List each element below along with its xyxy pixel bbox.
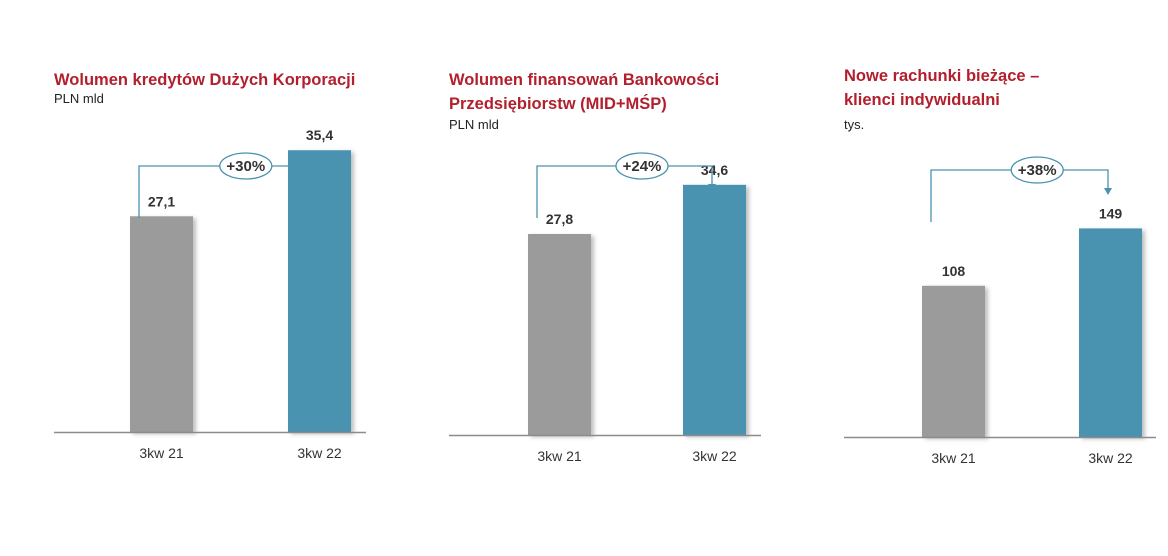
bar-2 xyxy=(288,150,351,432)
category-label-2: 3kw 22 xyxy=(1088,450,1133,466)
chart-unit: tys. xyxy=(844,117,865,132)
category-label-1: 3kw 21 xyxy=(931,450,976,466)
chart-unit: PLN mld xyxy=(54,91,104,106)
change-label: +38% xyxy=(1018,162,1057,179)
chart-unit: PLN mld xyxy=(449,117,499,132)
chart-title-line-1: Wolumen finansowań Bankowości xyxy=(449,71,720,89)
bar-1 xyxy=(528,234,591,435)
bar-chart: 27,8 3kw 21 34,6 3kw 22 +24% xyxy=(449,152,761,464)
category-label-2: 3kw 22 xyxy=(692,448,737,464)
value-label-2: 35,4 xyxy=(306,127,333,143)
chart-title-line-1: Wolumen kredytów Dużych Korporacji xyxy=(54,71,356,89)
chart-panel-3: Nowe rachunki bieżące – klienci indywidu… xyxy=(844,0,1168,556)
bar-2 xyxy=(1079,228,1142,437)
chart-panel-2: Wolumen finansowań Bankowości Przedsiębi… xyxy=(449,0,779,556)
category-label-1: 3kw 21 xyxy=(139,445,184,461)
change-badge xyxy=(615,152,669,180)
change-arrowhead xyxy=(313,184,321,191)
change-arrowhead xyxy=(1104,188,1112,195)
value-label-1: 27,8 xyxy=(546,211,573,227)
change-badge xyxy=(219,152,273,180)
bar-chart: 108 3kw 21 149 3kw 22 +38% xyxy=(844,156,1156,466)
value-label-2: 34,6 xyxy=(701,162,728,178)
value-label-2: 149 xyxy=(1099,205,1123,221)
change-badge xyxy=(1010,156,1064,184)
chart-title: Wolumen kredytów Dużych Korporacji xyxy=(54,68,355,92)
category-label-1: 3kw 21 xyxy=(537,448,582,464)
bar-chart: 27,1 3kw 21 35,4 3kw 22 +30% xyxy=(54,127,366,461)
bar-2 xyxy=(683,184,746,435)
bar-1 xyxy=(922,285,985,437)
chart-title: Nowe rachunki bieżące – klienci indywidu… xyxy=(844,64,1039,112)
change-label: +24% xyxy=(623,158,662,175)
chart-title: Wolumen finansowań Bankowości Przedsiębi… xyxy=(449,68,719,116)
value-label-1: 108 xyxy=(942,263,966,279)
chart-title-line-1: Nowe rachunki bieżące – xyxy=(844,67,1040,85)
chart-panel-1: Wolumen kredytów Dużych Korporacji PLN m… xyxy=(54,0,384,556)
category-label-2: 3kw 22 xyxy=(297,445,342,461)
bar-1 xyxy=(130,216,193,432)
value-label-1: 27,1 xyxy=(148,193,175,209)
chart-title-line-2: klienci indywidualni xyxy=(844,91,1000,109)
change-label: +30% xyxy=(226,158,265,175)
change-arrowhead xyxy=(708,184,716,191)
chart-title-line-2: Przedsiębiorstw (MID+MŚP) xyxy=(449,95,667,113)
